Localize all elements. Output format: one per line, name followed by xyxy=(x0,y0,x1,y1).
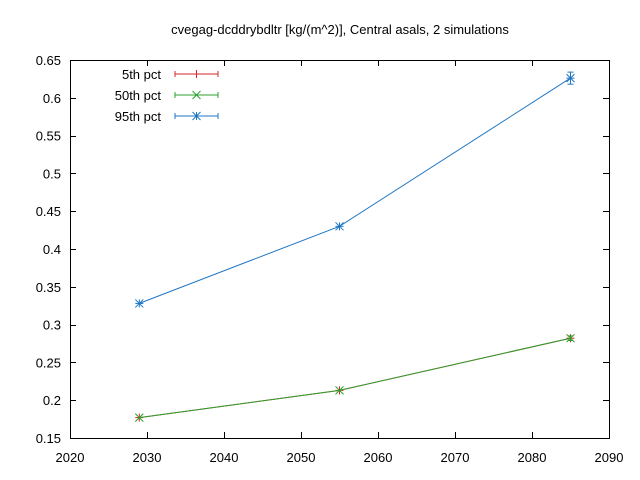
y-tick-label: 0.6 xyxy=(43,91,61,106)
axes: 2020 2030 2040 2050 2060 2070 2080 2090 0.15 0.2 0… xyxy=(36,53,624,465)
legend-label: 95th pct xyxy=(115,109,162,124)
series-layer xyxy=(134,71,575,422)
y-tick-label: 0.65 xyxy=(36,53,61,68)
legend-item: 50th pct xyxy=(115,88,219,103)
data-point xyxy=(192,111,201,121)
series-50th-pct xyxy=(134,333,575,422)
series-line xyxy=(139,337,571,419)
x-tick-label: 2090 xyxy=(595,450,624,465)
chart-title: cvegag-dcddrybdltr [kg/(m^2)], Central a… xyxy=(171,22,509,37)
data-point xyxy=(192,90,201,100)
data-point xyxy=(134,299,144,308)
series-5th-pct xyxy=(135,334,575,422)
y-tick-label: 0.5 xyxy=(43,166,61,181)
legend-item: 95th pct xyxy=(115,109,219,124)
x-tick-label: 2040 xyxy=(210,450,239,465)
marker-stroke xyxy=(335,221,344,231)
x-tick-label: 2060 xyxy=(364,450,393,465)
y-tick-label: 0.4 xyxy=(43,242,61,257)
data-point xyxy=(566,333,575,343)
marker-stroke xyxy=(134,299,144,308)
marker-stroke xyxy=(335,386,344,395)
y-tick-label: 0.15 xyxy=(36,431,61,446)
x-tick-label: 2030 xyxy=(133,450,162,465)
x-tick-label: 2050 xyxy=(287,450,316,465)
legend-item: 5th pct xyxy=(122,67,219,82)
y-tick-label: 0.3 xyxy=(43,318,61,333)
marker-stroke xyxy=(192,90,201,100)
y-tick-label: 0.45 xyxy=(36,204,61,219)
data-point xyxy=(335,386,344,395)
marker-stroke xyxy=(134,413,144,422)
series-line xyxy=(139,337,571,419)
x-tick-label: 2080 xyxy=(518,450,547,465)
marker-stroke xyxy=(566,333,575,343)
y-tick-label: 0.2 xyxy=(43,393,61,408)
legend-label: 50th pct xyxy=(115,88,162,103)
x-tick-label: 2070 xyxy=(441,450,470,465)
data-point xyxy=(335,221,344,231)
series-line xyxy=(139,77,571,304)
marker-stroke xyxy=(192,111,201,121)
marker-stroke xyxy=(566,73,575,83)
data-point xyxy=(192,70,201,78)
x-tick-label: 2020 xyxy=(56,450,85,465)
legend: 5th pct 50th pct 95th pct xyxy=(115,67,219,124)
data-point xyxy=(134,413,144,422)
y-tick-label: 0.35 xyxy=(36,280,61,295)
y-tick-label: 0.55 xyxy=(36,129,61,144)
data-point xyxy=(566,73,575,83)
y-tick-label: 0.25 xyxy=(36,355,61,370)
legend-label: 5th pct xyxy=(122,67,161,82)
series-95th-pct xyxy=(134,71,575,308)
